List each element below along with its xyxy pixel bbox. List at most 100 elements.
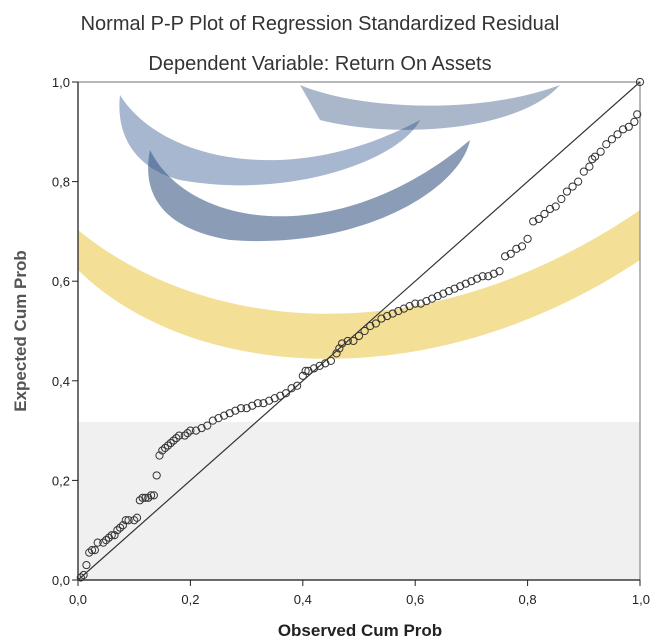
data-point [175,431,184,440]
data-point [467,277,476,286]
data-point [172,433,181,443]
data-point [208,416,217,425]
data-point [602,140,611,149]
data-point [405,302,414,311]
data-point [633,110,642,119]
data-point [360,326,369,336]
data-point [588,155,597,164]
reference-line [77,81,641,581]
data-point [501,252,510,261]
data-point [248,401,257,410]
data-point [568,182,577,191]
data-point [354,331,364,341]
chart-subtitle: Dependent Variable: Return On Assets [148,53,491,75]
x-axis-label: Observed Cum Prob [278,621,442,640]
data-point [456,282,465,291]
data-point [186,426,195,435]
data-point [76,573,85,582]
data-point [335,344,344,353]
data-point [422,297,431,306]
data-point [332,349,341,358]
data-point [574,177,583,186]
data-point [146,491,156,500]
x-tick-label: 0,8 [519,592,537,607]
data-point [338,339,347,348]
data-point [87,546,97,555]
data-point [540,209,549,219]
data-point [130,516,139,525]
data-point [545,204,555,214]
watermark-logo [78,82,640,580]
data-point [236,404,246,413]
data-point [349,336,358,346]
data-point [110,531,119,540]
data-point [124,516,133,525]
y-tick-label: 0,4 [52,374,70,389]
data-point [141,493,150,502]
data-point [82,560,91,570]
data-point [155,451,164,460]
data-point [585,162,594,171]
x-tick-group: 0,0 0,2 0,4 0,6 0,8 1,0 [69,580,650,607]
data-point [293,381,302,390]
data-point [149,491,158,500]
data-point [461,279,470,288]
data-point [371,319,380,328]
x-tick-label: 0,6 [406,592,424,607]
data-point [450,284,459,293]
data-point [394,306,403,316]
y-tick-label: 0,6 [52,274,70,289]
data-point [270,394,279,403]
data-point [99,538,108,547]
data-point [298,371,307,380]
data-point [607,135,617,144]
y-tick-label: 1,0 [52,75,70,90]
data-point [484,272,493,281]
data-point [281,389,291,398]
scatter-points [76,77,645,582]
data-point [264,396,274,405]
data-point [551,202,560,211]
data-point [116,523,125,532]
data-point [113,526,122,535]
data-point [276,391,285,400]
data-point [635,77,645,87]
data-point [562,187,572,196]
data-point [102,536,111,545]
data-point [427,294,437,303]
data-point [90,546,99,555]
data-point [512,244,521,253]
data-point [93,538,102,547]
data-point [203,421,212,430]
y-tick-label: 0,8 [52,175,70,190]
data-point [534,214,543,224]
data-point [79,570,88,580]
data-point [287,384,296,393]
data-point [191,426,201,435]
data-point [377,314,386,323]
data-point [478,272,487,281]
data-point [506,249,515,258]
data-point [301,366,310,375]
data-point [489,269,498,278]
x-tick-label: 0,4 [294,592,312,607]
data-point [326,356,335,365]
data-point [619,125,628,134]
x-tick-label: 1,0 [632,592,650,607]
data-point [304,366,313,375]
data-point [416,299,425,308]
data-point [439,289,448,298]
chart-title: Normal P-P Plot of Regression Standardiz… [81,13,560,35]
data-point [472,274,482,283]
data-point [596,147,605,156]
data-point [383,311,392,321]
data-point [411,299,420,308]
data-point [523,234,532,243]
data-point [517,242,527,251]
data-point [253,399,262,408]
data-point [214,414,223,423]
data-point [388,309,397,318]
data-point [259,399,268,408]
data-point [399,304,409,313]
